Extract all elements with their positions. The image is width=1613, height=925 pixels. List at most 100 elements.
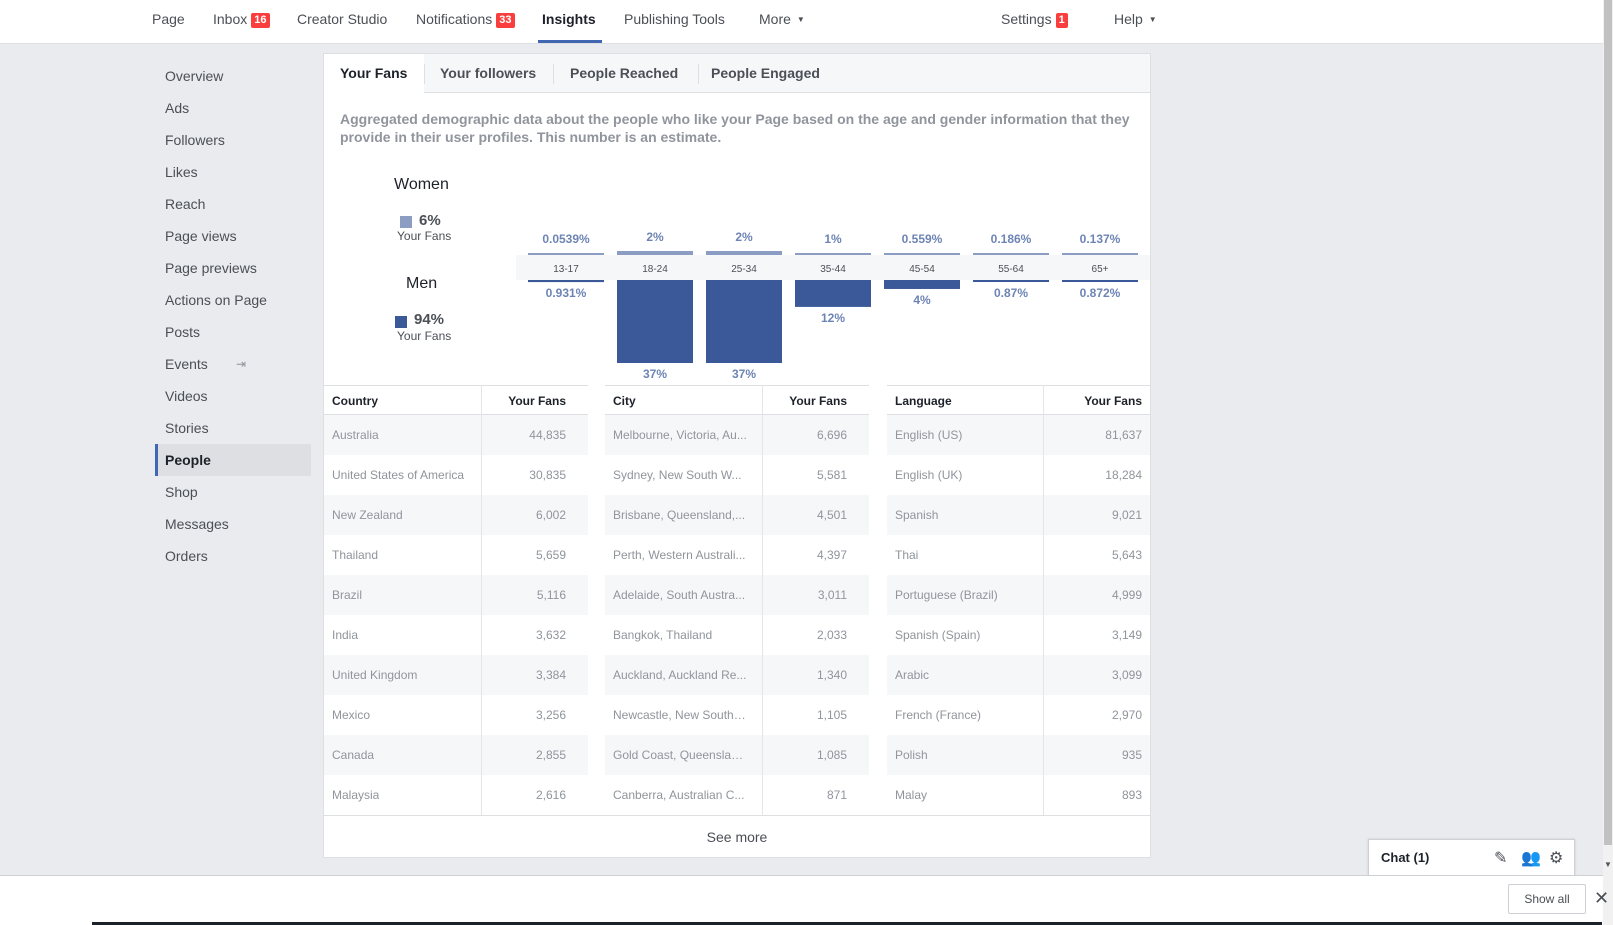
sidebar-item-ads[interactable]: Ads bbox=[165, 100, 190, 116]
men-bar bbox=[795, 280, 871, 307]
nav-notifications[interactable]: Notifications 33 bbox=[416, 11, 515, 33]
sidebar-item-events[interactable]: Events ⇥ bbox=[155, 348, 311, 380]
cell-country: United States of America bbox=[332, 468, 465, 482]
column-divider bbox=[481, 385, 482, 815]
sidebar-item-videos[interactable]: Videos bbox=[165, 388, 208, 404]
sidebar-item-page-views[interactable]: Page views bbox=[165, 228, 237, 244]
caret-down-icon: ▼ bbox=[796, 15, 805, 24]
sidebar-item-overview[interactable]: Overview bbox=[165, 68, 224, 84]
column-header-your-fans[interactable]: Your Fans bbox=[1084, 394, 1142, 408]
men-value-label: 0.931% bbox=[546, 286, 587, 300]
sidebar-item-reach[interactable]: Reach bbox=[165, 196, 206, 212]
nav-insights-label: Insights bbox=[542, 11, 596, 27]
compose-icon[interactable]: ✎ bbox=[1494, 850, 1508, 867]
column-header-your-fans[interactable]: Your Fans bbox=[508, 394, 566, 408]
legend-women-title: Women bbox=[394, 176, 449, 193]
sidebar-item-orders[interactable]: Orders bbox=[165, 548, 208, 564]
table-row: United States of America 30,835 bbox=[324, 455, 588, 495]
age-tick-label: 25-34 bbox=[731, 264, 757, 275]
age-tick-label: 55-64 bbox=[998, 264, 1024, 275]
sidebar-item-posts[interactable]: Posts bbox=[165, 324, 201, 340]
inbox-badge: 16 bbox=[251, 13, 270, 28]
scrollbar-thumb[interactable] bbox=[1604, 0, 1612, 845]
column-divider bbox=[1043, 385, 1044, 815]
column-header-language[interactable]: Language bbox=[895, 394, 952, 408]
cell-language: Arabic bbox=[895, 668, 930, 682]
women-bar bbox=[795, 253, 871, 255]
chat-tab[interactable]: Chat (1) ✎ 👥 ⚙ bbox=[1368, 839, 1575, 876]
sidebar-item-stories[interactable]: Stories bbox=[165, 420, 209, 436]
sidebar-item-page-previews[interactable]: Page previews bbox=[165, 260, 257, 276]
tab-your-fans[interactable]: Your Fans bbox=[324, 54, 424, 93]
cell-city: Sydney, New South W... bbox=[613, 468, 742, 482]
cell-country: India bbox=[332, 628, 359, 642]
cell-language: English (US) bbox=[895, 428, 963, 442]
legend-men-percent: 94% bbox=[414, 311, 445, 328]
city-table-header: City Your Fans bbox=[605, 385, 869, 415]
caret-down-icon: ▼ bbox=[1148, 15, 1157, 24]
cell-city: Newcastle, New South ... bbox=[613, 708, 747, 722]
nav-inbox[interactable]: Inbox 16 bbox=[213, 11, 270, 33]
see-more-button[interactable]: See more bbox=[324, 815, 1150, 857]
nav-help[interactable]: Help ▼ bbox=[1114, 11, 1157, 33]
sidebar-item-likes[interactable]: Likes bbox=[165, 164, 198, 180]
people-icon[interactable]: 👥 bbox=[1521, 850, 1541, 867]
legend-men-title: Men bbox=[406, 275, 438, 292]
cell-your-fans: 2,033 bbox=[816, 628, 847, 642]
table-row: Brazil 5,116 bbox=[324, 575, 588, 615]
table-row: Auckland, Auckland Re... 1,340 bbox=[605, 655, 869, 695]
nav-more[interactable]: More ▼ bbox=[759, 11, 805, 33]
sidebar-item-followers[interactable]: Followers bbox=[165, 132, 225, 148]
cell-city: Melbourne, Victoria, Au... bbox=[613, 428, 747, 442]
sidebar-item-people[interactable]: People bbox=[155, 444, 311, 476]
cell-language: Polish bbox=[895, 748, 928, 762]
women-value-label: 1% bbox=[824, 232, 842, 246]
cell-your-fans: 893 bbox=[1121, 788, 1142, 802]
legend-women-percent: 6% bbox=[419, 212, 441, 229]
sidebar-item-shop[interactable]: Shop bbox=[165, 484, 198, 500]
column-header-country[interactable]: Country bbox=[332, 394, 378, 408]
close-icon[interactable]: ✕ bbox=[1594, 888, 1610, 908]
gear-icon[interactable]: ⚙ bbox=[1549, 850, 1564, 867]
nav-page[interactable]: Page bbox=[152, 11, 185, 33]
column-divider bbox=[762, 385, 763, 815]
cell-your-fans: 4,397 bbox=[816, 548, 847, 562]
table-row: Polish 935 bbox=[887, 735, 1150, 775]
cell-country: Australia bbox=[332, 428, 379, 442]
tab-people-reached[interactable]: People Reached bbox=[570, 65, 679, 81]
table-row: Gold Coast, Queenslan... 1,085 bbox=[605, 735, 869, 775]
column-header-your-fans[interactable]: Your Fans bbox=[789, 394, 847, 408]
cell-your-fans: 5,116 bbox=[536, 588, 566, 602]
cell-city: Auckland, Auckland Re... bbox=[613, 668, 747, 682]
cell-your-fans: 44,835 bbox=[529, 428, 566, 442]
cell-your-fans: 18,284 bbox=[1105, 468, 1142, 482]
age-tick-label: 45-54 bbox=[909, 264, 935, 275]
cell-language: Thai bbox=[895, 548, 919, 562]
sidebar-item-messages[interactable]: Messages bbox=[165, 516, 229, 532]
show-all-button[interactable]: Show all bbox=[1508, 884, 1586, 914]
fans-description: Aggregated demographic data about the pe… bbox=[340, 111, 1130, 145]
vertical-scrollbar[interactable]: ▼ bbox=[1603, 0, 1613, 925]
nav-insights[interactable]: Insights bbox=[542, 11, 596, 33]
age-tick-label: 18-24 bbox=[642, 264, 668, 275]
column-header-city[interactable]: City bbox=[613, 394, 636, 408]
cell-country: Canada bbox=[332, 748, 375, 762]
scroll-down-arrow-icon[interactable]: ▼ bbox=[1604, 860, 1612, 869]
nav-settings[interactable]: Settings 1 bbox=[1001, 11, 1068, 33]
sidebar-item-actions-on-page[interactable]: Actions on Page bbox=[165, 292, 267, 308]
table-row: Australia 44,835 bbox=[324, 415, 588, 455]
bottom-edge-line bbox=[92, 922, 1602, 925]
nav-creator-studio[interactable]: Creator Studio bbox=[297, 11, 387, 33]
cell-your-fans: 5,643 bbox=[1111, 548, 1142, 562]
women-value-label: 2% bbox=[735, 230, 753, 244]
cell-your-fans: 1,085 bbox=[816, 748, 847, 762]
cell-your-fans: 9,021 bbox=[1111, 508, 1142, 522]
cell-city: Canberra, Australian C... bbox=[613, 788, 745, 802]
settings-badge: 1 bbox=[1055, 13, 1068, 28]
tab-your-followers[interactable]: Your followers bbox=[440, 65, 537, 81]
age-gender-chart: 0.0539% 13-17 0.931% 2% 18-24 37% 2% 25-34 37% 1%… bbox=[516, 230, 1150, 381]
tab-people-engaged[interactable]: People Engaged bbox=[711, 65, 820, 81]
table-row: English (US) 81,637 bbox=[887, 415, 1150, 455]
notifications-badge: 33 bbox=[496, 13, 515, 28]
nav-publishing-tools[interactable]: Publishing Tools bbox=[624, 11, 725, 33]
